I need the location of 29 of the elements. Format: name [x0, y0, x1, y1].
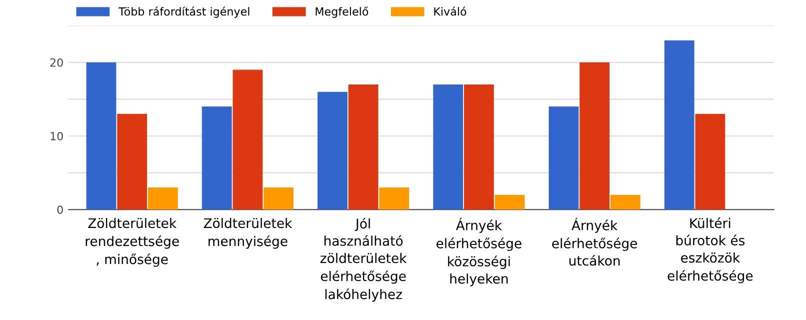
x-tick-label: Zöldterületek rendezettsége , minősége	[86, 218, 179, 267]
x-tick-label: Kültéri búrotok és eszközök elérhetősége	[668, 217, 753, 284]
bar	[464, 84, 494, 210]
legend-label: Több ráfordítást igényel	[118, 6, 250, 18]
bar	[610, 194, 640, 210]
bar	[664, 40, 694, 210]
bar	[433, 84, 464, 210]
bar	[117, 114, 148, 210]
bar	[348, 84, 378, 210]
bar	[148, 188, 178, 210]
bar	[494, 194, 525, 210]
x-tick-label: Zöldterületek mennyisége	[204, 218, 292, 249]
x-tick-label: Árnyék elérhetősége közösségi helyeken	[436, 218, 522, 286]
x-tick-label: Jól használható zöldterületek elérhetősége lakóhelyhez	[320, 218, 407, 302]
y-tick-label: 0	[57, 206, 63, 214]
bar	[86, 62, 116, 210]
bar	[580, 62, 610, 210]
bar	[548, 106, 579, 210]
y-tick-label: 20	[50, 58, 63, 67]
bar	[695, 114, 726, 210]
legend-label: Megfelelő	[316, 6, 368, 18]
bar	[202, 106, 232, 210]
bar	[232, 70, 263, 210]
y-tick-label: 10	[50, 132, 63, 140]
bar	[318, 92, 348, 210]
legend-label: Kiváló	[434, 6, 466, 16]
bar	[264, 188, 294, 210]
bar	[379, 188, 410, 210]
x-tick-label: Árnyék elérhetősége utcákon	[552, 218, 638, 266]
